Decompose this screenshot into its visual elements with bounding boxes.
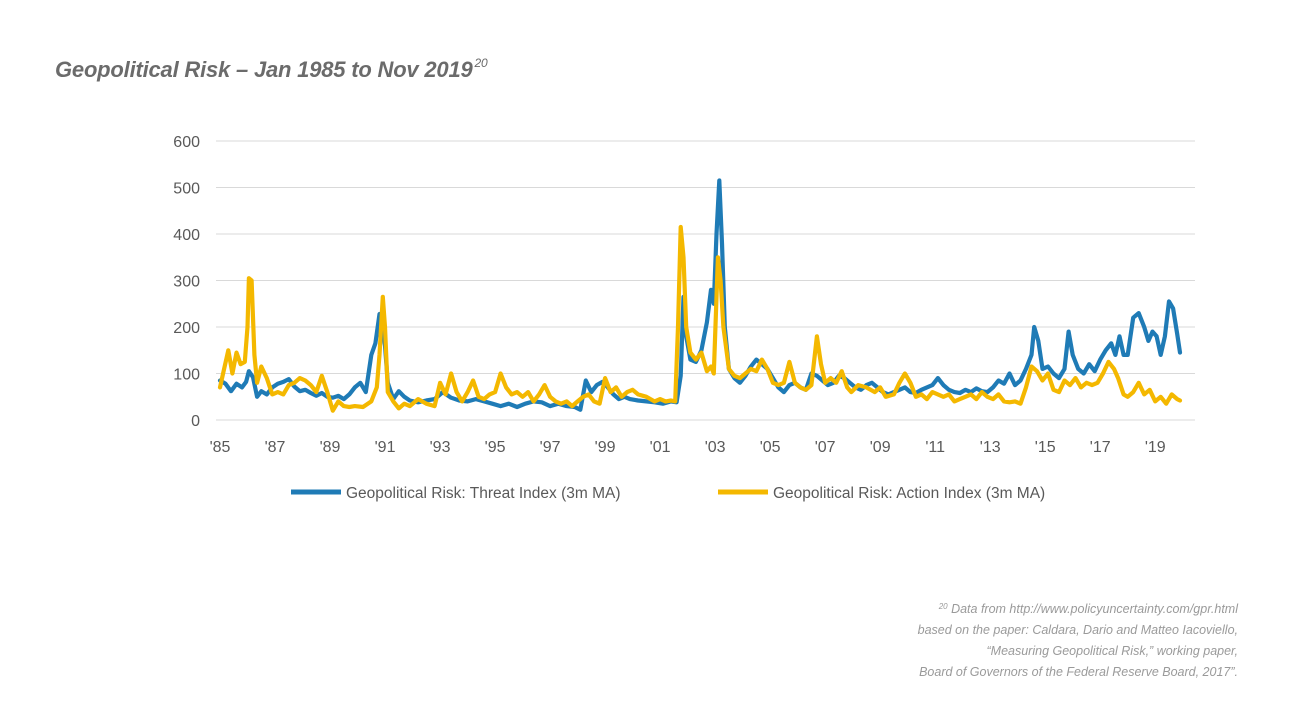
legend-label-threat: Geopolitical Risk: Threat Index (3m MA)	[346, 485, 621, 502]
footnote: 20 Data from http://www.policyuncertaint…	[718, 596, 1238, 683]
series-lines	[217, 178, 1183, 413]
y-tick-label: 400	[173, 227, 200, 244]
title-footnote-ref: 20	[474, 56, 488, 70]
x-tick-label: '03	[705, 439, 726, 456]
y-tick-label: 200	[173, 320, 200, 337]
x-tick-label: '17	[1090, 439, 1111, 456]
x-tick-label: '13	[980, 439, 1001, 456]
chart-title-text: Geopolitical Risk – Jan 1985 to Nov 2019	[55, 57, 473, 82]
chart-title: Geopolitical Risk – Jan 1985 to Nov 2019…	[55, 56, 488, 83]
x-tick-label: '09	[870, 439, 891, 456]
y-tick-label: 500	[173, 181, 200, 198]
x-tick-label: '85	[210, 439, 231, 456]
footnote-ref: 20	[938, 602, 948, 611]
y-axis-tick-labels: 0 100 200 300 400 500 600	[173, 134, 200, 430]
x-tick-label: '15	[1035, 439, 1056, 456]
y-tick-label: 600	[173, 134, 200, 151]
x-axis-tick-labels: '85 '87 '89 '91 '93 '95 '97 '99 '01 '03 '05 '07 '09 '…	[210, 439, 1166, 456]
x-tick-label: '95	[485, 439, 506, 456]
footnote-line-4: Board of Governors of the Federal Reserv…	[919, 665, 1238, 679]
x-tick-label: '01	[650, 439, 671, 456]
y-tick-label: 100	[173, 367, 200, 384]
series-line-action-index	[217, 224, 1183, 413]
footnote-line-1-text: Data from http://www.policyuncertainty.c…	[951, 602, 1238, 616]
y-tick-label: 300	[173, 274, 200, 291]
x-tick-label: '97	[540, 439, 561, 456]
gridlines	[216, 140, 1195, 421]
footnote-line-3: “Measuring Geopolitical Risk,” working p…	[986, 644, 1239, 658]
x-tick-label: '99	[595, 439, 616, 456]
footnote-line-1: 20 Data from http://www.policyuncertaint…	[718, 596, 1238, 620]
x-tick-label: '93	[430, 439, 451, 456]
footnote-line-2: based on the paper: Caldara, Dario and M…	[917, 623, 1238, 637]
x-tick-label: '19	[1145, 439, 1166, 456]
y-tick-label: 0	[191, 413, 200, 430]
series-line-threat-index	[217, 178, 1183, 412]
x-tick-label: '87	[265, 439, 286, 456]
legend-label-action: Geopolitical Risk: Action Index (3m MA)	[773, 485, 1045, 502]
legend: Geopolitical Risk: Threat Index (3m MA) G…	[291, 485, 1045, 502]
x-tick-label: '05	[760, 439, 781, 456]
x-tick-label: '11	[925, 439, 945, 456]
x-tick-label: '89	[320, 439, 341, 456]
x-tick-label: '07	[815, 439, 836, 456]
x-tick-label: '91	[375, 439, 396, 456]
